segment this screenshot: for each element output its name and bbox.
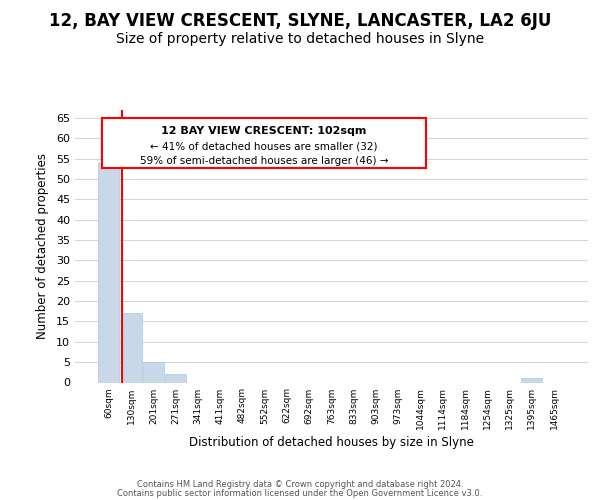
Bar — [165, 374, 186, 382]
Bar — [98, 163, 119, 382]
Text: 12 BAY VIEW CRESCENT: 102sqm: 12 BAY VIEW CRESCENT: 102sqm — [161, 126, 367, 136]
Text: 59% of semi-detached houses are larger (46) →: 59% of semi-detached houses are larger (… — [140, 156, 388, 166]
Bar — [121, 314, 142, 382]
Y-axis label: Number of detached properties: Number of detached properties — [36, 153, 49, 339]
Text: Contains public sector information licensed under the Open Government Licence v3: Contains public sector information licen… — [118, 489, 482, 498]
Text: Contains HM Land Registry data © Crown copyright and database right 2024.: Contains HM Land Registry data © Crown c… — [137, 480, 463, 489]
Text: Size of property relative to detached houses in Slyne: Size of property relative to detached ho… — [116, 32, 484, 46]
Bar — [521, 378, 542, 382]
Text: ← 41% of detached houses are smaller (32): ← 41% of detached houses are smaller (32… — [150, 142, 378, 152]
Text: 12, BAY VIEW CRESCENT, SLYNE, LANCASTER, LA2 6JU: 12, BAY VIEW CRESCENT, SLYNE, LANCASTER,… — [49, 12, 551, 30]
Bar — [143, 362, 164, 382]
X-axis label: Distribution of detached houses by size in Slyne: Distribution of detached houses by size … — [189, 436, 474, 450]
